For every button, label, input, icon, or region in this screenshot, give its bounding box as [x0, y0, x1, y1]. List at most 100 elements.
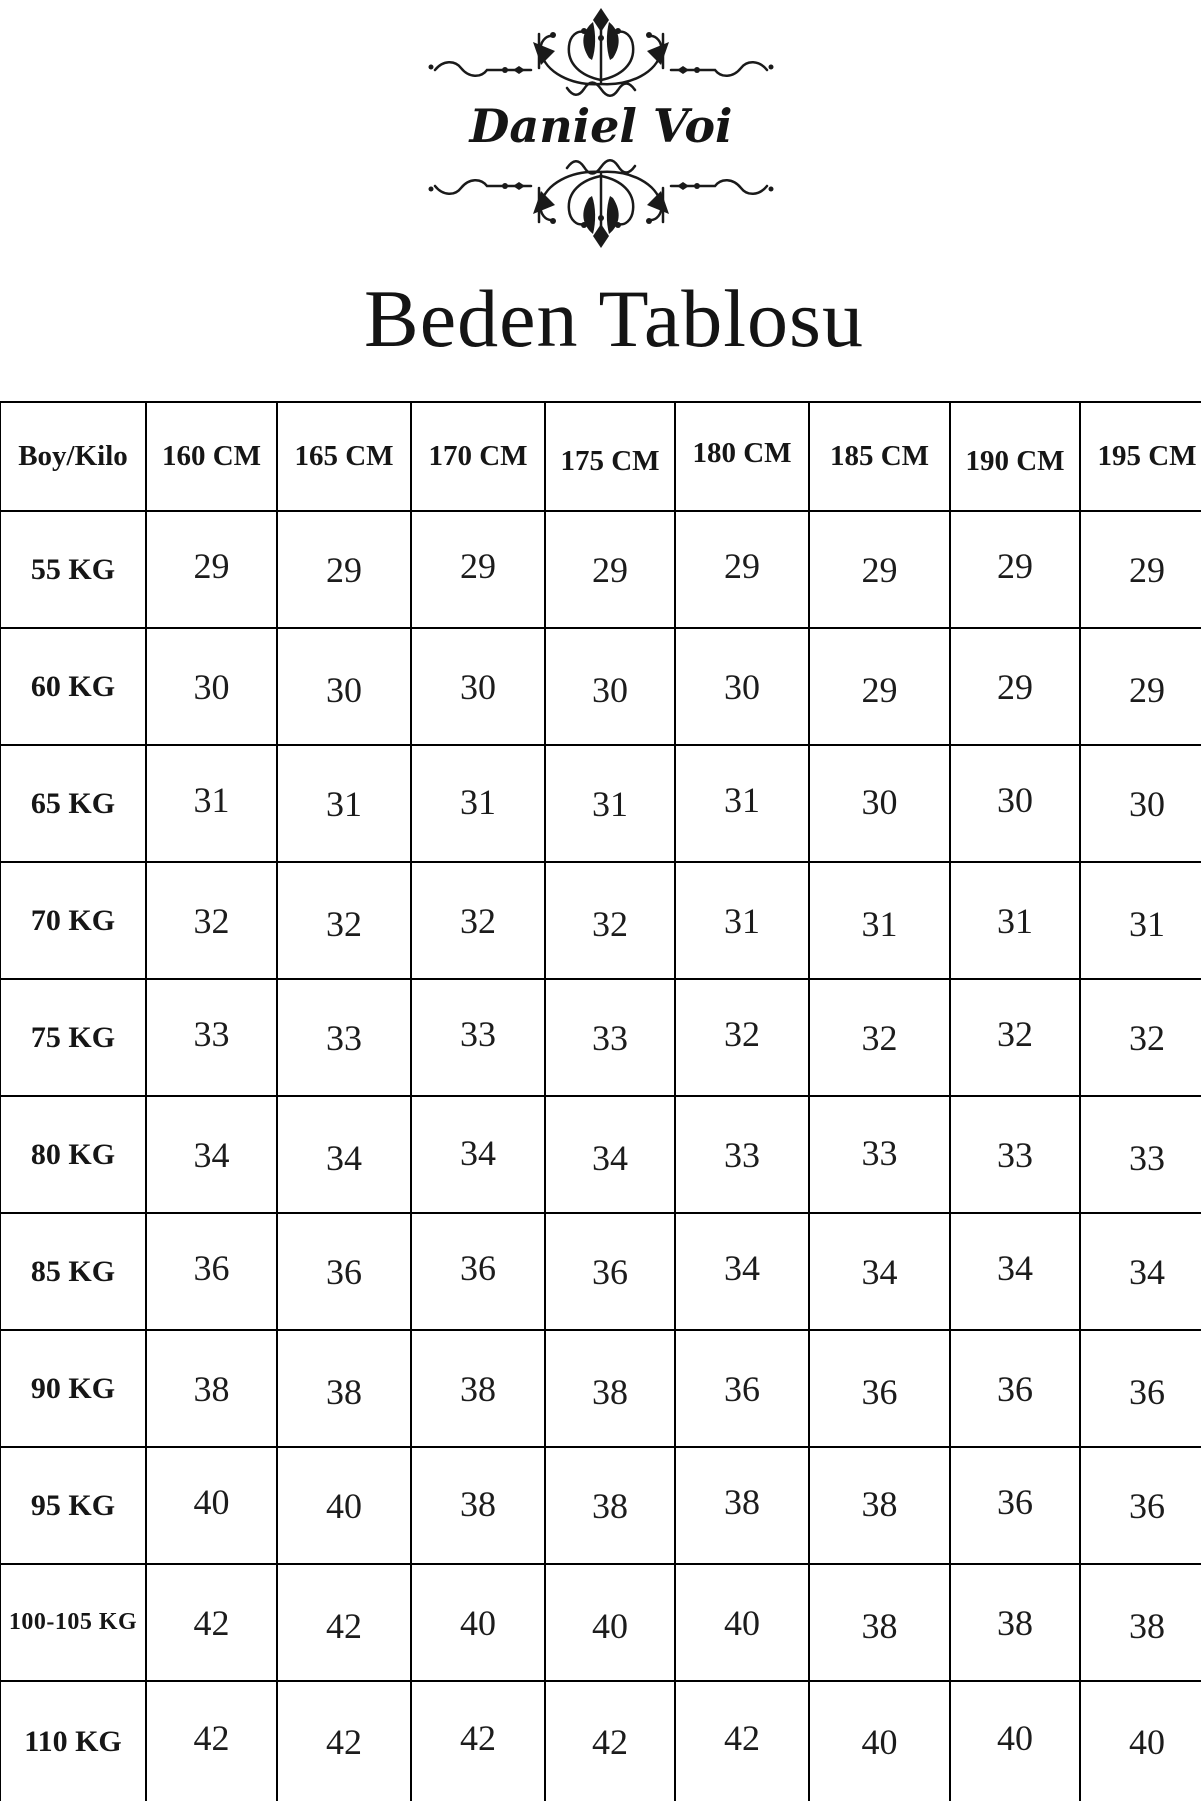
size-cell: 33	[410, 978, 546, 1097]
column-header: 180 CM	[674, 401, 810, 512]
row-label: 80 KG	[0, 1095, 147, 1214]
size-cell: 29	[808, 510, 951, 629]
size-value: 30	[724, 666, 760, 707]
size-cell: 29	[808, 627, 951, 746]
size-value: 38	[193, 1368, 230, 1409]
size-table: Boy/Kilo 160 CM 165 CM 170 CM 175 CM 180 CM 1…	[0, 401, 1201, 1801]
size-cell: 30	[1079, 744, 1201, 863]
column-header: 185 CM	[808, 401, 951, 512]
size-cell: 30	[808, 744, 951, 863]
size-cell: 32	[949, 978, 1081, 1097]
size-value: 29	[997, 545, 1033, 586]
size-cell: 36	[949, 1329, 1081, 1448]
size-value: 40	[997, 1718, 1033, 1758]
column-header-label: 160 CM	[161, 440, 262, 472]
size-cell: 36	[1079, 1446, 1201, 1565]
size-cell: 31	[674, 744, 810, 863]
size-cell: 36	[544, 1212, 676, 1331]
row-label-text: 110 KG	[24, 1725, 122, 1758]
header-row: Boy/Kilo 160 CM 165 CM 170 CM 175 CM 180 CM 1…	[0, 401, 1201, 512]
size-value: 31	[861, 903, 898, 944]
size-cell: 42	[410, 1680, 546, 1801]
size-cell: 31	[544, 744, 676, 863]
row-label: 65 KG	[0, 744, 147, 863]
row-label-text: 70 KG	[30, 903, 116, 937]
size-cell: 32	[674, 978, 810, 1097]
size-value: 36	[193, 1247, 230, 1288]
size-cell: 29	[674, 510, 810, 629]
size-value: 42	[193, 1602, 230, 1643]
size-cell: 40	[276, 1446, 412, 1565]
table-row: 65 KG 31 31 31 31 31 30 30 30	[0, 744, 1201, 863]
row-label: 95 KG	[0, 1446, 147, 1565]
size-cell: 33	[949, 1095, 1081, 1214]
size-value: 36	[1129, 1371, 1165, 1412]
size-cell: 31	[808, 861, 951, 980]
size-cell: 29	[949, 627, 1081, 746]
size-value: 34	[997, 1247, 1033, 1288]
size-cell: 40	[145, 1446, 278, 1565]
table-row: 75 KG 33 33 33 33 32 32 32 32	[0, 978, 1201, 1097]
size-cell: 40	[544, 1563, 676, 1682]
size-value: 38	[460, 1483, 496, 1524]
size-value: 38	[592, 1485, 628, 1526]
row-label-text: 90 KG	[30, 1371, 116, 1405]
size-value: 29	[1129, 549, 1165, 590]
size-cell: 38	[808, 1446, 951, 1565]
column-header: 160 CM	[145, 401, 278, 512]
size-value: 29	[861, 669, 898, 710]
size-value: 36	[460, 1247, 496, 1288]
row-label: 90 KG	[0, 1329, 147, 1448]
size-cell: 40	[808, 1680, 951, 1801]
column-header-label: 185 CM	[829, 440, 930, 472]
size-cell: 31	[1079, 861, 1201, 980]
size-value: 42	[724, 1718, 760, 1758]
size-cell: 34	[276, 1095, 412, 1214]
row-label: 55 KG	[0, 510, 147, 629]
size-cell: 30	[674, 627, 810, 746]
size-value: 38	[724, 1481, 760, 1522]
size-cell: 31	[145, 744, 278, 863]
size-value: 38	[861, 1605, 898, 1646]
size-value: 42	[326, 1722, 362, 1762]
size-cell: 32	[808, 978, 951, 1097]
page-title: Beden Tablosu	[364, 273, 864, 364]
size-value: 29	[460, 545, 496, 586]
size-value: 38	[861, 1483, 898, 1524]
size-value: 32	[724, 1013, 760, 1054]
size-cell: 31	[410, 744, 546, 863]
size-cell: 29	[1079, 510, 1201, 629]
size-cell: 36	[276, 1212, 412, 1331]
row-label-text: 100-105 KG	[8, 1609, 138, 1635]
size-value: 36	[326, 1251, 362, 1292]
column-header-label: 190 CM	[965, 445, 1065, 477]
column-header-label: 195 CM	[1097, 440, 1197, 472]
row-label: 70 KG	[0, 861, 147, 980]
size-value: 38	[1129, 1605, 1165, 1646]
size-value: 42	[592, 1722, 628, 1762]
column-header: 190 CM	[949, 401, 1081, 512]
size-cell: 36	[410, 1212, 546, 1331]
table-row: 90 KG 38 38 38 38 36 36 36 36	[0, 1329, 1201, 1448]
table-row: 85 KG 36 36 36 36 34 34 34 34	[0, 1212, 1201, 1331]
size-cell: 29	[949, 510, 1081, 629]
size-cell: 32	[145, 861, 278, 980]
size-cell: 36	[674, 1329, 810, 1448]
size-value: 40	[460, 1602, 496, 1643]
size-value: 36	[592, 1251, 628, 1292]
size-cell: 42	[276, 1680, 412, 1801]
size-cell: 36	[949, 1446, 1081, 1565]
size-cell: 40	[949, 1680, 1081, 1801]
size-value: 29	[193, 545, 230, 586]
size-value: 42	[193, 1718, 230, 1758]
size-cell: 38	[544, 1329, 676, 1448]
size-value: 31	[724, 779, 760, 820]
row-label-text: 60 KG	[30, 669, 116, 703]
size-value: 38	[326, 1371, 362, 1412]
size-value: 31	[193, 779, 230, 820]
size-cell: 33	[674, 1095, 810, 1214]
row-label: 60 KG	[0, 627, 147, 746]
size-value: 31	[1129, 903, 1165, 944]
size-value: 34	[724, 1247, 760, 1288]
size-value: 34	[326, 1137, 362, 1178]
